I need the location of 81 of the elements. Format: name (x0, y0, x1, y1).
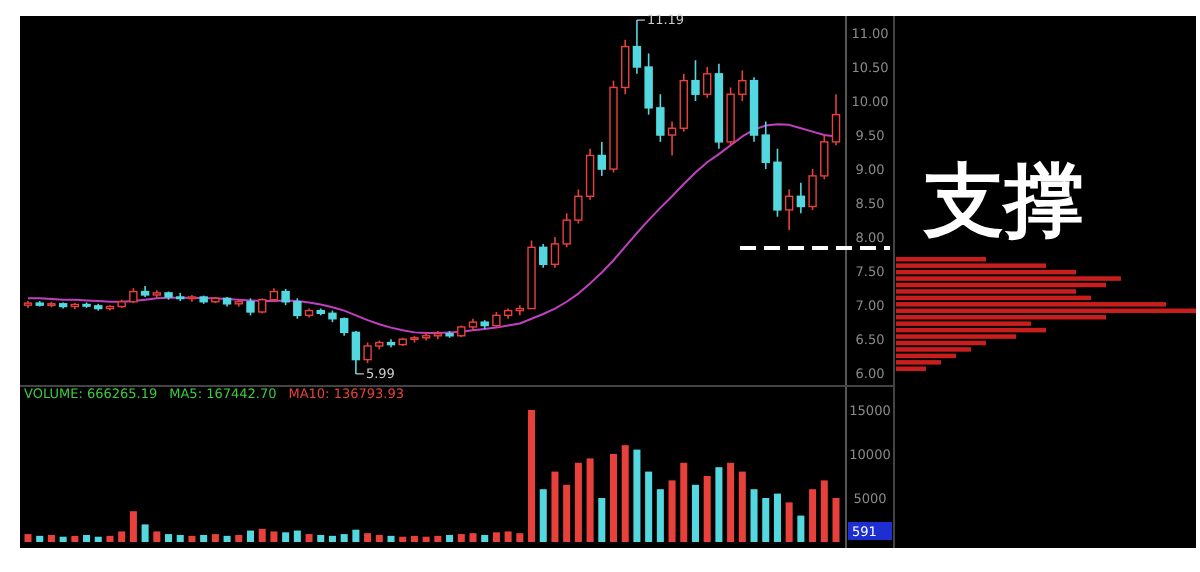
bar (656, 489, 664, 542)
candlestick (539, 243, 548, 269)
bar (399, 536, 407, 542)
bar (129, 511, 137, 542)
bar (387, 535, 395, 542)
bar (481, 534, 489, 542)
bar (211, 534, 219, 542)
bar (820, 480, 828, 542)
bar (516, 533, 524, 542)
bar (832, 498, 840, 542)
ref-line-label: 支撑 (922, 156, 1084, 249)
bar (563, 484, 571, 542)
bar (328, 535, 336, 542)
bar (446, 534, 454, 542)
candlestick (679, 73, 688, 133)
bar (586, 458, 594, 542)
bar (141, 524, 149, 542)
bar (305, 534, 313, 542)
bar (896, 276, 1121, 281)
bar (24, 534, 32, 542)
bar (645, 471, 653, 542)
bar (528, 410, 536, 542)
bar (727, 462, 735, 542)
bar (797, 515, 805, 542)
bar (223, 535, 231, 542)
candlestick (702, 66, 712, 99)
bar (609, 454, 618, 542)
candlestick (597, 141, 607, 177)
bar (200, 534, 208, 542)
bar (434, 535, 442, 542)
bar (293, 530, 301, 542)
candlestick (784, 188, 794, 232)
candlestick (667, 120, 677, 157)
bar (282, 532, 290, 542)
bar (246, 530, 255, 542)
bar (551, 471, 559, 542)
bar (270, 531, 278, 542)
bar (235, 534, 243, 542)
bar (165, 534, 173, 542)
bar (668, 480, 676, 542)
bar (457, 534, 465, 542)
bar (539, 489, 547, 542)
bar (47, 534, 55, 542)
bar (153, 531, 161, 542)
bar (364, 533, 372, 542)
bar (36, 535, 44, 542)
candlestick (351, 330, 361, 375)
bar (422, 536, 430, 542)
bar (340, 534, 348, 542)
bar (410, 535, 418, 542)
bar (352, 529, 360, 542)
bar (809, 489, 817, 542)
bar (317, 534, 325, 542)
bar (375, 534, 383, 542)
bar (762, 498, 770, 542)
bar (715, 467, 723, 542)
bar (738, 471, 746, 542)
bar (71, 535, 79, 542)
bar (773, 493, 781, 542)
bar (469, 533, 477, 542)
bar (680, 462, 688, 542)
bar (258, 528, 266, 542)
bar (176, 534, 184, 542)
bar (492, 532, 500, 542)
candlestick (796, 181, 806, 215)
bar (118, 531, 126, 542)
candlestick (691, 59, 700, 102)
bar (691, 484, 699, 542)
bar (750, 489, 758, 542)
bar (785, 502, 793, 542)
bar (94, 536, 102, 542)
bar (633, 449, 641, 542)
bar (621, 445, 629, 542)
bar (598, 498, 606, 542)
bar (59, 536, 67, 542)
bar (574, 462, 582, 542)
bar (83, 534, 91, 542)
bar (106, 535, 114, 542)
bar (188, 535, 196, 542)
bar (703, 476, 711, 542)
bar (504, 531, 512, 542)
